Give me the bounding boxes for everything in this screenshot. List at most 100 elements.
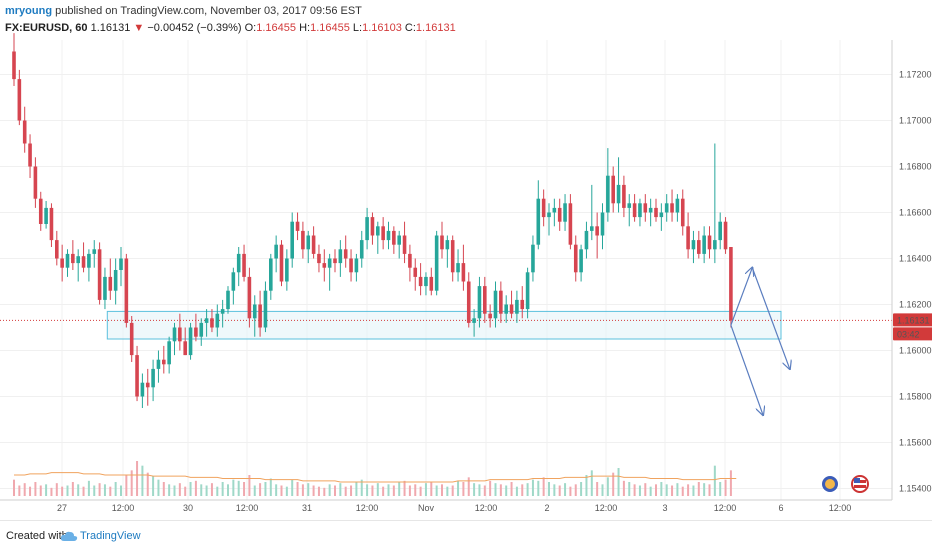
volume-bar: [729, 470, 732, 496]
candle: [343, 235, 348, 268]
volume-bar: [269, 478, 272, 496]
candle-body: [445, 240, 450, 250]
candle: [301, 221, 305, 259]
close-value: 1.16131: [415, 22, 456, 34]
volume-bar: [515, 486, 518, 496]
volume-bar: [494, 483, 497, 496]
candle: [263, 281, 268, 333]
candle: [172, 322, 177, 356]
candle: [258, 290, 262, 337]
volume-bar: [55, 483, 58, 496]
time-tick-label: 12:00: [236, 503, 259, 513]
candle: [49, 203, 54, 247]
volume-bar: [77, 484, 80, 496]
price-chart[interactable]: 1.17200 1.17000 1.16800 1.16600 1.16400 1.162…: [0, 0, 932, 520]
candle-body: [659, 212, 664, 218]
candle-body: [204, 318, 209, 323]
projection-arrows[interactable]: [730, 268, 790, 415]
candle-body: [680, 198, 685, 227]
candle-body: [12, 51, 16, 80]
time-axis[interactable]: 27 12:00 30 12:00 31 12:00 Nov 12:00 2 12:00 3 12:0…: [57, 503, 851, 513]
candle: [659, 203, 664, 231]
volume-bar: [499, 484, 502, 496]
volume-bar: [237, 480, 240, 496]
candle: [38, 191, 43, 231]
candle: [413, 258, 418, 291]
candle-body: [252, 304, 257, 319]
candle-body: [450, 240, 455, 273]
candle-body: [654, 207, 658, 218]
candle: [707, 226, 712, 259]
candle-body: [397, 235, 401, 245]
volume-bar: [473, 483, 476, 496]
candle: [563, 194, 567, 231]
candle: [622, 175, 626, 218]
candle: [81, 242, 86, 273]
candle: [145, 368, 150, 406]
volume-bar: [200, 484, 203, 496]
candle-body: [563, 203, 567, 222]
volume-bar: [633, 484, 636, 496]
volume-bar: [612, 472, 615, 496]
volume-bar: [419, 486, 422, 496]
tradingview-cloud-icon[interactable]: [60, 530, 78, 542]
last-price: 1.16131: [90, 22, 131, 34]
volume-bar: [392, 485, 395, 496]
candle: [317, 244, 321, 273]
candle-body: [92, 249, 97, 254]
volume-bar: [708, 484, 711, 496]
tradingview-link[interactable]: TradingView: [80, 530, 141, 542]
price-axis[interactable]: 1.17200 1.17000 1.16800 1.16600 1.16400 1.162…: [899, 70, 932, 494]
volume-bar: [178, 483, 181, 496]
candle-body: [509, 304, 514, 314]
volume-bar: [692, 485, 695, 496]
price-tick-label: 1.17000: [899, 116, 932, 126]
candle: [691, 230, 696, 264]
candle-body: [279, 244, 284, 282]
volume-bar: [671, 485, 674, 496]
volume-bar: [184, 486, 187, 496]
volume-bar: [141, 465, 144, 496]
event-icons[interactable]: [822, 475, 869, 493]
author-link[interactable]: mryoung: [5, 5, 53, 17]
candle: [450, 235, 455, 282]
volume-bar: [173, 485, 176, 496]
candle-body: [301, 230, 305, 250]
candle: [643, 194, 648, 222]
volume-bar: [205, 485, 208, 496]
candle-body: [707, 235, 712, 250]
candle-body: [632, 203, 637, 218]
candle: [493, 281, 498, 328]
volume-bar: [713, 465, 716, 496]
candle: [97, 242, 102, 305]
volume-bar: [403, 480, 406, 496]
candle: [456, 249, 460, 282]
volume-bar: [243, 482, 246, 496]
candle: [92, 240, 97, 268]
volume-bar: [569, 486, 572, 496]
candle: [60, 244, 64, 282]
candle-body: [97, 249, 102, 300]
candle: [354, 253, 359, 282]
candle: [552, 198, 557, 227]
us-flag-event-icon[interactable]: [851, 475, 869, 493]
ohlc-legend: FX:EURUSD, 60 1.16131 ▼ −0.00452 (−0.39%…: [5, 22, 456, 34]
volume-bar: [564, 483, 567, 496]
candle: [718, 212, 722, 250]
volume-bar: [227, 484, 229, 496]
candle-body: [236, 253, 241, 273]
volume-bar: [676, 483, 679, 496]
candle-body: [573, 244, 578, 273]
earnings-event-icon[interactable]: [822, 476, 838, 492]
volume-bar: [232, 479, 235, 496]
candle: [215, 304, 220, 337]
candle-body: [590, 226, 594, 231]
footer: Created with TradingView: [0, 520, 932, 551]
symbol-label[interactable]: FX:EURUSD, 60: [5, 22, 88, 34]
candle: [22, 106, 27, 153]
volume-bar: [376, 483, 379, 496]
candle-body: [461, 263, 466, 282]
candle: [140, 373, 145, 408]
support-zone[interactable]: [106, 310, 782, 340]
candle: [87, 249, 91, 282]
